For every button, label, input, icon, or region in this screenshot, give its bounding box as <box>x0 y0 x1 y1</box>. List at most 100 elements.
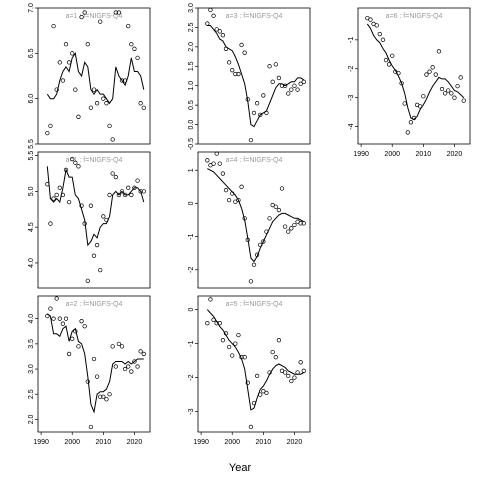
data-point <box>73 329 78 334</box>
data-point <box>135 178 140 183</box>
y-tick-label: 3.0 <box>188 3 195 13</box>
data-point <box>301 368 306 373</box>
data-point <box>270 79 275 84</box>
data-point <box>132 359 137 364</box>
data-point <box>110 344 115 349</box>
data-point <box>73 87 78 92</box>
data-point <box>248 279 254 284</box>
data-point <box>251 400 257 406</box>
y-tick-label: 1 <box>188 168 195 172</box>
data-point <box>57 185 62 190</box>
data-point <box>135 364 140 369</box>
data-point <box>63 316 69 321</box>
data-point <box>51 23 56 29</box>
data-point <box>141 105 146 110</box>
data-point <box>267 216 272 221</box>
data-point <box>48 306 53 311</box>
fit-line <box>207 168 305 263</box>
y-tick-label: -4 <box>348 123 355 129</box>
data-point <box>245 97 250 102</box>
data-point <box>208 7 213 13</box>
data-point <box>101 394 106 399</box>
panel-1: a=1 : f=NIGFS-Q4 5.5 6.0 6.5 7.0 <box>28 3 151 149</box>
data-point <box>439 86 445 92</box>
data-point <box>211 317 216 322</box>
data-point <box>54 192 59 198</box>
data-point <box>45 313 50 319</box>
y-tick-label: 2.0 <box>188 42 195 52</box>
data-point <box>113 174 118 180</box>
data-point <box>205 21 210 26</box>
data-point <box>57 316 62 321</box>
data-point <box>214 27 219 32</box>
data-point <box>94 101 100 106</box>
data-point <box>116 10 122 15</box>
data-point <box>98 267 103 273</box>
data-point <box>421 94 426 99</box>
data-point <box>236 332 241 338</box>
data-point <box>107 123 112 129</box>
data-point <box>48 123 53 129</box>
data-point <box>94 374 100 379</box>
data-point <box>230 68 235 73</box>
panel-7: a=5 : f=NIGFS-Q4 -3 -2 -1 0 1990 2000 2010 2020 <box>188 295 311 446</box>
data-point <box>289 226 294 231</box>
y-tick-label: -2 <box>188 267 195 273</box>
data-point <box>452 95 457 100</box>
panel-title: a=6 : f=NIGFS-Q4 <box>386 13 443 20</box>
data-point <box>110 171 115 176</box>
data-point <box>91 87 97 92</box>
data-point <box>273 62 278 67</box>
y-tick-label: -1 <box>188 340 195 346</box>
panel-frame <box>197 7 311 145</box>
data-point <box>279 83 285 88</box>
data-point <box>88 105 94 110</box>
data-point <box>230 191 235 196</box>
data-point <box>279 186 285 191</box>
data-point <box>374 23 379 28</box>
panel-5: a=4 : f=NIGFS-Q4 -2 -1 0 1 <box>188 151 311 289</box>
data-point <box>242 216 247 221</box>
data-point <box>433 72 438 77</box>
data-point <box>132 185 137 190</box>
y-tick-label: 5.5 <box>28 139 35 149</box>
y-tick-label: 3.0 <box>28 364 35 374</box>
data-point <box>113 10 118 15</box>
data-point <box>85 379 90 384</box>
data-point <box>282 370 288 375</box>
y-tick-label: 0 <box>188 201 195 205</box>
data-point <box>70 157 75 162</box>
data-point <box>122 78 128 83</box>
data-point <box>254 252 260 257</box>
data-point <box>251 262 257 267</box>
data-point <box>220 171 226 176</box>
data-point <box>442 91 448 96</box>
data-point <box>45 182 50 187</box>
y-tick-label: 4.0 <box>28 258 35 268</box>
data-point <box>292 83 297 88</box>
data-point <box>399 81 404 86</box>
data-point <box>66 60 72 65</box>
data-point <box>107 192 112 198</box>
fit-line <box>46 166 145 247</box>
data-point <box>226 344 232 350</box>
data-point <box>129 192 134 198</box>
data-point <box>295 370 300 375</box>
panel-title: a=4 : f=NIGFS-Q4 <box>226 157 283 164</box>
data-point <box>298 81 303 86</box>
data-point <box>258 112 263 118</box>
panel-title: a=2 : f=NIGFS-Q4 <box>66 301 123 308</box>
data-point <box>214 321 219 326</box>
data-point <box>104 397 109 402</box>
data-point <box>276 75 282 81</box>
data-point <box>226 60 232 65</box>
data-point <box>242 355 247 360</box>
data-point <box>461 98 466 103</box>
data-point <box>82 324 87 329</box>
data-point <box>261 239 266 244</box>
data-point <box>116 341 122 347</box>
panel-4: a=1 : f=NIGFS-Q4 4.0 4.5 5.0 5.5 <box>28 151 151 289</box>
y-tick-label: 1.0 <box>188 81 195 91</box>
data-point <box>402 101 407 106</box>
data-point <box>254 101 260 106</box>
